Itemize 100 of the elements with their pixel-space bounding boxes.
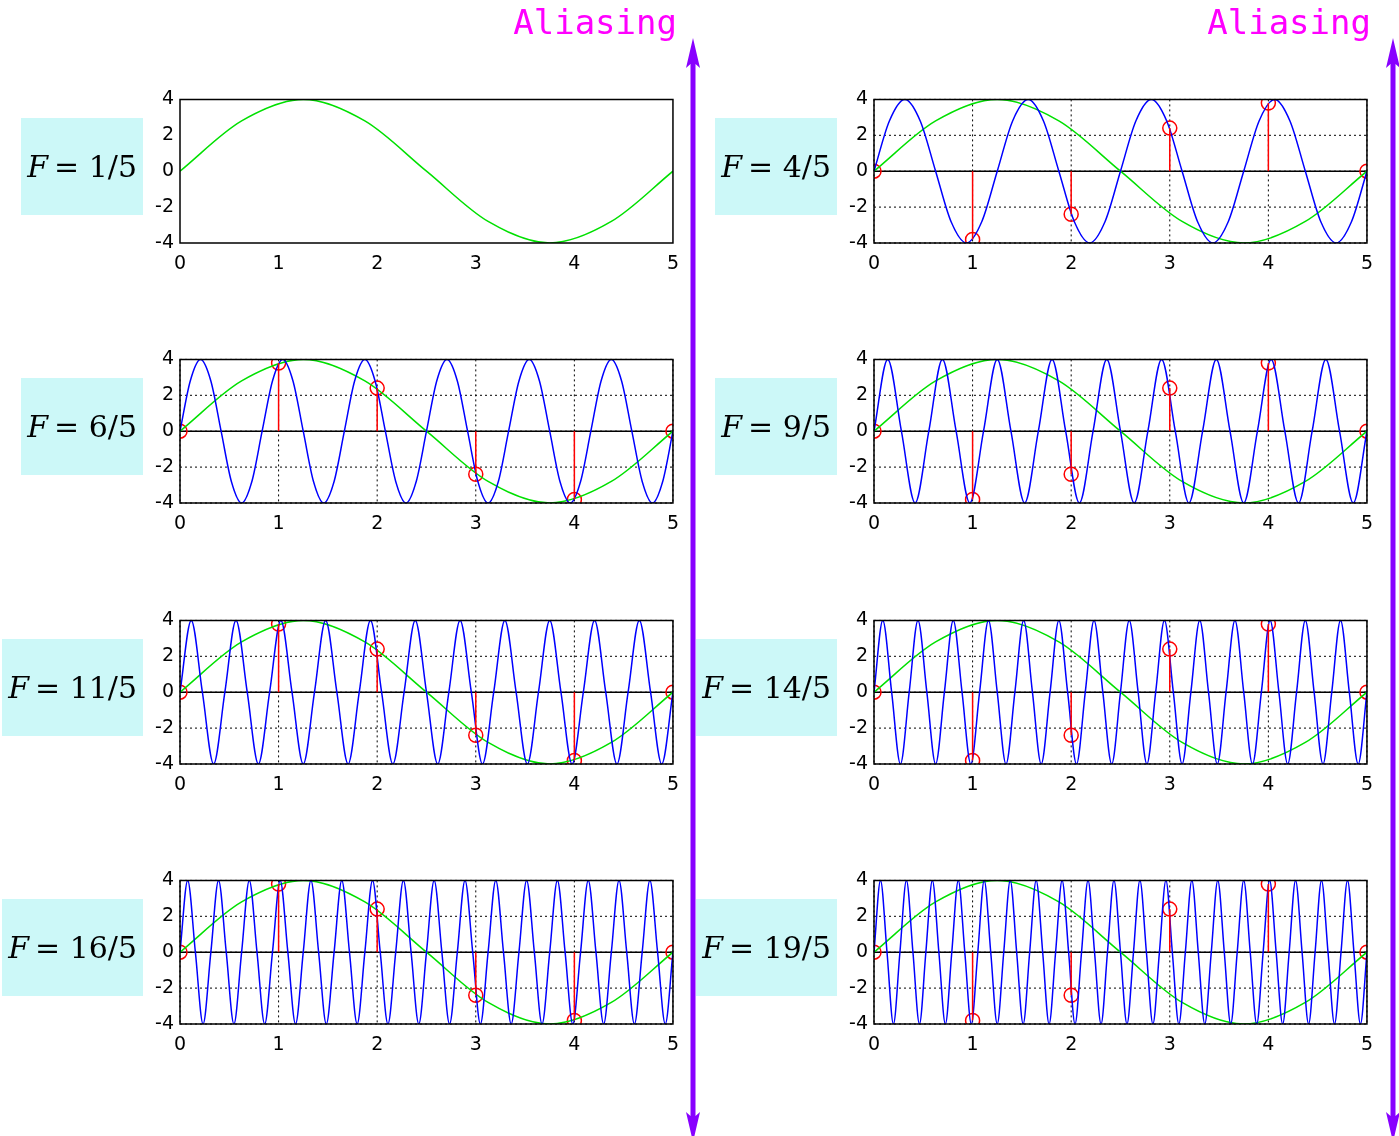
x-tick-label: 1 [272,771,285,794]
x-tick-label: 2 [1065,511,1078,534]
y-axis-title: F = 11/5 [2,638,143,736]
x-tick-label: 1 [966,1032,979,1055]
x-tick-label: 1 [272,251,285,274]
x-tick-label: 5 [666,771,679,794]
x-tick-label: 1 [966,771,979,794]
y-tick-label: 4 [161,606,174,629]
point [369,901,385,917]
point [468,466,484,483]
y-tick-label: -2 [849,194,868,217]
y-axis-title: F = 9/5 [715,378,837,476]
y-tick-label: -4 [155,490,174,513]
x-tick-label: 4 [1262,1032,1275,1055]
y-tick-label: -2 [155,454,174,477]
y-axis-title: F = 14/5 [696,638,837,736]
point [1063,727,1079,743]
y-tick-label: 2 [855,382,868,405]
y-tick-label: 4 [855,86,868,109]
point [1063,206,1079,223]
x-tick-label: 4 [1262,771,1275,794]
y-tick-label: -4 [155,750,174,773]
y-axis-title: F = 1/5 [21,118,143,215]
y-tick-label: 0 [161,158,174,181]
point [1162,901,1178,917]
point [1162,380,1178,397]
y-tick-label: -4 [849,750,868,773]
y-tick-label: -4 [849,490,868,513]
point [468,987,484,1003]
y-axis-title: F = 6/5 [21,378,143,476]
x-tick-label: 1 [966,511,979,534]
point [1063,466,1079,483]
y-tick-label: 0 [161,418,174,441]
y-tick-label: 4 [855,867,868,890]
y-tick-label: -2 [155,714,174,737]
y-tick-label: 0 [855,418,868,441]
x-tick-label: 4 [568,771,581,794]
y-tick-label: 0 [855,158,868,181]
x-tick-label: 3 [469,251,482,274]
y-axis-title: F = 16/5 [2,898,143,996]
y-tick-label: -2 [155,194,174,217]
point [1162,120,1178,136]
x-tick-label: 2 [371,1032,384,1055]
y-tick-label: 2 [161,642,174,665]
y-tick-label: -2 [849,714,868,737]
y-tick-label: 4 [855,346,868,369]
x-tick-label: 5 [1360,511,1373,534]
x-tick-label: 4 [568,1032,581,1055]
y-tick-label: -4 [155,1010,174,1033]
y-tick-label: -4 [849,229,868,252]
x-tick-label: 3 [469,771,482,794]
x-tick-label: 3 [1163,1032,1176,1055]
y-tick-label: -2 [849,974,868,997]
y-tick-label: 0 [161,939,174,962]
x-tick-label: 2 [1065,771,1078,794]
x-tick-label: 2 [1065,1032,1078,1055]
line-series [180,359,673,504]
line-series [874,99,1367,243]
x-tick-label: 1 [272,1032,285,1055]
x-tick-label: 1 [272,511,285,534]
y-tick-label: 2 [855,642,868,665]
x-tick-label: 5 [666,251,679,274]
point [369,380,385,397]
y-tick-label: 2 [161,903,174,926]
y-axis-title: F = 4/5 [715,118,837,215]
x-tick-label: 3 [469,1032,482,1055]
y-tick-label: 2 [855,122,868,145]
y-tick-label: -4 [849,1010,868,1033]
x-tick-label: 1 [966,251,979,274]
x-tick-label: 4 [568,511,581,534]
x-tick-label: 2 [371,511,384,534]
y-tick-label: 0 [161,678,174,701]
x-tick-label: 5 [666,1032,679,1055]
x-tick-label: 2 [371,771,384,794]
x-tick-label: 4 [1262,251,1275,274]
x-tick-label: 5 [1360,1032,1373,1055]
x-tick-label: 3 [469,511,482,534]
point [468,727,484,743]
y-tick-label: 4 [161,346,174,369]
x-tick-label: 3 [1163,511,1176,534]
x-tick-label: 2 [371,251,384,274]
x-tick-label: 3 [1163,771,1176,794]
text: Aliasing [1207,2,1371,42]
y-tick-label: -2 [849,454,868,477]
x-tick-label: 2 [1065,251,1078,274]
y-tick-label: 2 [161,382,174,405]
x-tick-label: 3 [1163,251,1176,274]
y-axis-title: F = 19/5 [696,898,837,996]
x-tick-label: 4 [1262,511,1275,534]
y-tick-label: 2 [855,903,868,926]
x-tick-label: 5 [1360,771,1373,794]
x-tick-label: 5 [1360,251,1373,274]
y-tick-label: 4 [855,606,868,629]
y-tick-label: 4 [161,86,174,109]
y-tick-label: 4 [161,867,174,890]
y-tick-label: 2 [161,122,174,145]
point [1162,640,1178,657]
y-tick-label: -4 [155,229,174,252]
y-tick-label: 0 [855,678,868,701]
line-series [180,99,673,243]
